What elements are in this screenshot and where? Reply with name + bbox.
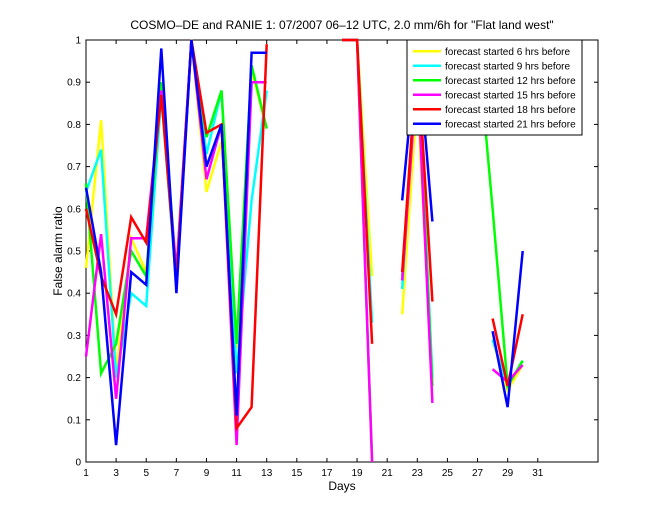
y-tick-label: 0 xyxy=(75,458,81,469)
chart-title: COSMO–DE and RANIE 1: 07/2007 06–12 UTC,… xyxy=(130,18,553,32)
y-tick-label: 0.4 xyxy=(67,289,81,300)
legend-entry: forecast started 6 hrs before xyxy=(445,47,571,58)
y-tick-label: 1 xyxy=(75,36,81,47)
x-tick-label: 5 xyxy=(143,468,149,479)
y-tick-label: 0.2 xyxy=(67,373,81,384)
legend: forecast started 6 hrs before forecast st… xyxy=(406,39,583,136)
x-tick-label: 23 xyxy=(412,468,424,479)
x-tick-label: 19 xyxy=(351,468,363,479)
x-tick-label: 27 xyxy=(472,468,484,479)
x-tick-label: 1 xyxy=(83,468,89,479)
legend-entry: forecast started 21 hrs before xyxy=(445,119,576,130)
x-tick-label: 7 xyxy=(174,468,180,479)
legend-entry: forecast started 18 hrs before xyxy=(445,105,576,116)
plot-area: 1 3 5 7 9 11 13 15 17 19 21 23 25 27 29 3100.10.20.30.4… xyxy=(67,36,599,479)
legend-entry: forecast started 12 hrs before xyxy=(445,76,576,87)
y-tick-label: 0.3 xyxy=(67,331,81,342)
y-tick-label: 0.6 xyxy=(67,204,81,215)
x-tick-label: 9 xyxy=(204,468,210,479)
legend-box xyxy=(406,39,583,136)
x-tick-label: 11 xyxy=(231,468,242,479)
y-tick-label: 0.7 xyxy=(67,162,81,173)
x-tick-label: 25 xyxy=(442,468,454,479)
legend-entry: forecast started 9 hrs before xyxy=(445,61,571,72)
y-tick-label: 0.5 xyxy=(67,247,81,258)
y-tick-label: 0.1 xyxy=(67,415,81,426)
x-tick-label: 31 xyxy=(532,468,544,479)
x-tick-label: 15 xyxy=(291,468,303,479)
legend-entry: forecast started 15 hrs before xyxy=(445,90,576,101)
x-tick-label: 17 xyxy=(321,468,333,479)
y-tick-label: 0.8 xyxy=(67,120,81,131)
x-tick-label: 29 xyxy=(502,468,514,479)
y-axis-label: False alarm ratio xyxy=(51,206,65,296)
x-tick-label: 21 xyxy=(382,468,394,479)
x-axis-label: Days xyxy=(328,479,355,493)
x-tick-label: 3 xyxy=(113,468,119,479)
x-tick-label: 13 xyxy=(261,468,273,479)
y-tick-label: 0.9 xyxy=(67,78,81,89)
